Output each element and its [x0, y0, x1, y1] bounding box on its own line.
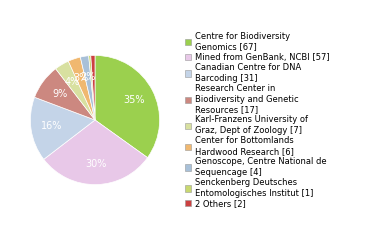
- Text: 2%: 2%: [80, 72, 95, 82]
- Text: 3%: 3%: [73, 73, 89, 84]
- Wedge shape: [95, 55, 160, 158]
- Wedge shape: [44, 120, 147, 185]
- Wedge shape: [91, 55, 95, 120]
- Text: 16%: 16%: [41, 121, 62, 132]
- Wedge shape: [30, 97, 95, 159]
- Text: 4%: 4%: [65, 77, 80, 87]
- Wedge shape: [68, 57, 95, 120]
- Text: 35%: 35%: [124, 95, 145, 105]
- Wedge shape: [56, 61, 95, 120]
- Wedge shape: [35, 69, 95, 120]
- Legend: Centre for Biodiversity
Genomics [67], Mined from GenBank, NCBI [57], Canadian C: Centre for Biodiversity Genomics [67], M…: [185, 32, 329, 208]
- Text: 9%: 9%: [52, 89, 67, 99]
- Wedge shape: [80, 56, 95, 120]
- Wedge shape: [89, 55, 95, 120]
- Text: 30%: 30%: [85, 159, 106, 169]
